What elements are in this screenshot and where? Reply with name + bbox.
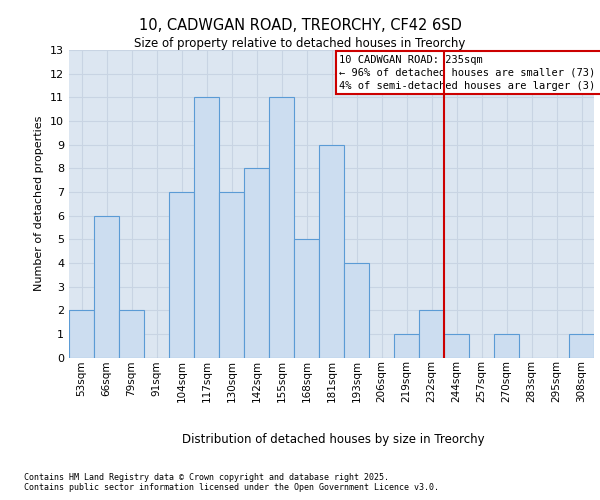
Text: 10, CADWGAN ROAD, TREORCHY, CF42 6SD: 10, CADWGAN ROAD, TREORCHY, CF42 6SD — [139, 18, 461, 32]
Bar — [269, 98, 294, 358]
Y-axis label: Number of detached properties: Number of detached properties — [34, 116, 44, 292]
Bar — [194, 98, 219, 358]
Bar — [169, 192, 194, 358]
Bar — [69, 310, 94, 358]
Bar — [319, 144, 344, 358]
Bar — [294, 239, 319, 358]
Text: 10 CADWGAN ROAD: 235sqm
← 96% of detached houses are smaller (73)
4% of semi-det: 10 CADWGAN ROAD: 235sqm ← 96% of detache… — [340, 54, 600, 91]
Bar — [494, 334, 519, 357]
Bar — [94, 216, 119, 358]
Bar — [344, 263, 369, 358]
Bar — [119, 310, 144, 358]
Bar — [394, 334, 419, 357]
Text: Size of property relative to detached houses in Treorchy: Size of property relative to detached ho… — [134, 38, 466, 51]
Bar — [569, 334, 594, 357]
Bar — [419, 310, 444, 358]
Bar — [444, 334, 469, 357]
Text: Distribution of detached houses by size in Treorchy: Distribution of detached houses by size … — [182, 432, 484, 446]
Bar — [244, 168, 269, 358]
Bar — [219, 192, 244, 358]
Text: Contains HM Land Registry data © Crown copyright and database right 2025.
Contai: Contains HM Land Registry data © Crown c… — [24, 473, 439, 492]
